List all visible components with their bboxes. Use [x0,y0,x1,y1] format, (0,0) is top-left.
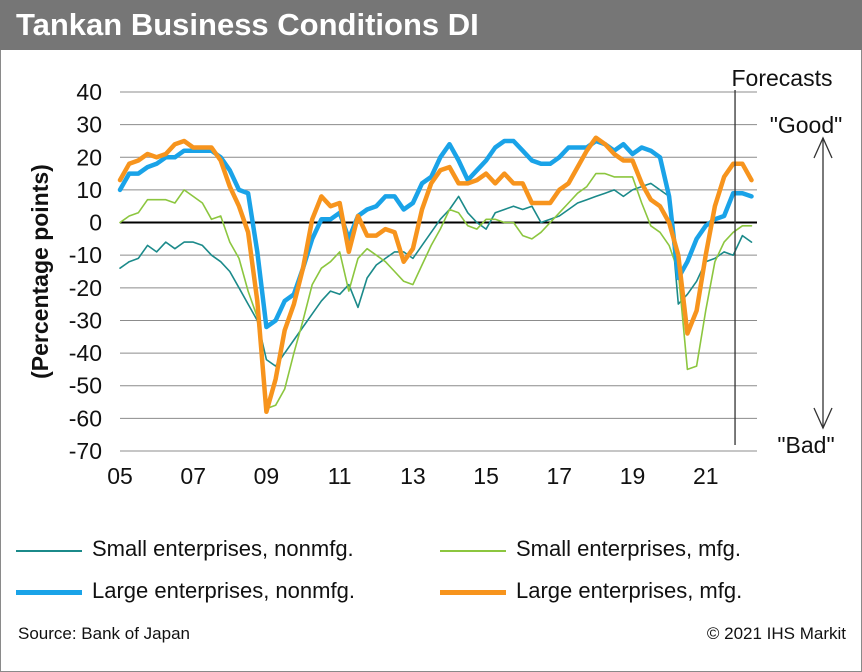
y-tick-label: 0 [89,210,102,236]
title-bar: Tankan Business Conditions DI [0,0,862,50]
chart-title: Tankan Business Conditions DI [16,7,479,42]
y-tick-label: -60 [69,405,102,431]
legend-label: Small enterprises, nonmfg. [92,536,354,561]
series-line-1 [119,182,753,367]
x-tick-label: 05 [107,463,133,489]
y-axis-label: (Percentage points) [27,164,53,379]
legend-label: Small enterprises, mfg. [516,536,741,561]
y-tick-label: 30 [76,112,102,138]
x-tick-label: 19 [620,463,646,489]
copyright-note: © 2021 IHS Markit [706,624,846,643]
arrow-up-head [813,136,833,159]
x-tick-label: 09 [254,463,280,489]
legend-label: Large enterprises, mfg. [516,578,743,603]
legend-label: Large enterprises, nonmfg. [92,578,355,603]
x-tick-label: 17 [547,463,573,489]
y-tick-label: -50 [69,373,102,399]
y-tick-label: -40 [69,340,102,366]
x-tick-label: 11 [328,463,352,489]
legend-swatch [440,550,506,552]
source-note: Source: Bank of Japan [18,624,191,643]
legend-swatch [440,590,506,595]
x-tick-label: 21 [693,463,719,489]
y-tick-label: 20 [76,144,102,170]
x-tick-label: 07 [180,463,206,489]
series-line-3 [117,138,754,330]
forecast-label: Forecasts [732,65,833,91]
good-label: "Good" [770,112,843,138]
y-tick-label: -70 [69,438,102,464]
bad-label: "Bad" [777,432,834,458]
y-tick-label: 10 [76,177,102,203]
x-tick-label: 13 [400,463,426,489]
legend-swatch [16,550,82,552]
y-tick-label: 40 [76,79,102,105]
y-tick-label: -30 [69,307,102,333]
y-tick-label: -20 [69,275,102,301]
legend-swatch [16,590,82,595]
series-line-4 [117,135,754,415]
series-line-2 [119,172,753,410]
y-tick-label: -10 [69,242,102,268]
x-tick-label: 15 [473,463,499,489]
arrow-down-head [813,407,833,430]
